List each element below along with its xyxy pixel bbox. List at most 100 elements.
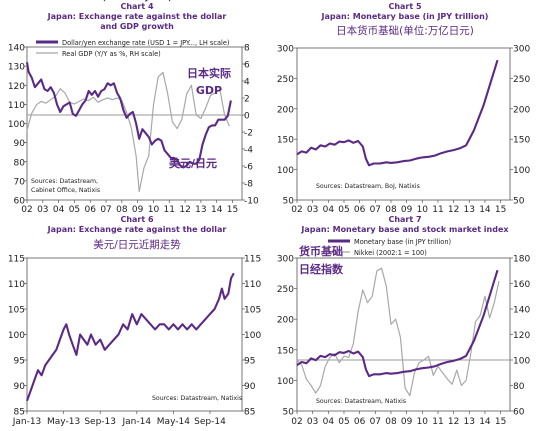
y-left-tick-label: 60: [14, 197, 26, 207]
y-left-tick-label: 150: [277, 346, 294, 356]
x-tick-label: May-14: [157, 417, 190, 427]
chart-title: Japan: Exchange rate against the dollar: [47, 12, 227, 21]
x-tick-label: 14: [211, 205, 223, 215]
x-tick-label: 13: [464, 205, 475, 215]
annotation-label: 货币基础: [298, 244, 343, 258]
x-tick-label: 15: [227, 205, 238, 215]
y-right-tick-label: 180: [513, 255, 530, 265]
y-right-tick-label: 50: [513, 197, 525, 207]
y-left-tick-label: 70: [14, 177, 26, 187]
x-tick-label: 02: [291, 417, 302, 427]
y-left-tick-label: 100: [8, 120, 25, 130]
source-note: Sources: Datastream, Natixis: [316, 398, 406, 405]
y-left-tick-label: 95: [14, 357, 25, 367]
y-right-tick-label: 150: [513, 136, 530, 146]
y-left-tick-label: 110: [8, 280, 25, 290]
x-tick-label: 11: [432, 205, 443, 215]
y-left-tick-label: 300: [277, 255, 294, 265]
x-tick-label: 10: [148, 205, 160, 215]
y-right-tick-label: 115: [244, 255, 261, 265]
source-note: Sources: Datastream, Natixis: [152, 395, 242, 402]
x-tick-label: 10: [417, 417, 429, 427]
x-tick-label: 06: [354, 205, 366, 215]
x-tick-label: 04: [53, 205, 65, 215]
y-right-tick-label: -8: [244, 180, 253, 190]
x-tick-label: 07: [100, 205, 111, 215]
x-tick-label: 08: [116, 205, 128, 215]
plot-frame: [296, 47, 511, 201]
y-left-tick-label: 105: [8, 306, 25, 316]
series-line-grey: [26, 71, 230, 193]
x-tick-label: Jan-13: [12, 417, 42, 427]
y-right-tick-label: 4: [244, 78, 250, 88]
y-left-tick-label: 250: [277, 75, 294, 85]
x-tick-label: 14: [479, 205, 491, 215]
x-tick-label: Sep-13: [84, 417, 116, 427]
x-tick-label: May-13: [47, 417, 80, 427]
y-right-tick-label: 105: [244, 306, 261, 316]
y-right-tick-label: 80: [513, 382, 525, 392]
x-tick-label: 02: [291, 205, 302, 215]
y-right-tick-label: 90: [244, 382, 256, 392]
y-left-tick-label: 90: [14, 139, 26, 149]
series-line-purple: [26, 272, 235, 402]
x-tick-label: 09: [132, 205, 144, 215]
x-tick-label: 03: [307, 417, 318, 427]
y-left-tick-label: 120: [8, 82, 25, 92]
x-tick-label: 09: [401, 417, 413, 427]
x-tick-label: 09: [401, 205, 413, 215]
annotation-label: 日经指数: [299, 262, 344, 276]
x-tick-label: 11: [432, 417, 443, 427]
y-right-tick-label: 2: [244, 95, 250, 105]
x-tick-label: 03: [37, 205, 48, 215]
x-tick-label: 13: [195, 205, 206, 215]
y-right-tick-label: 300: [513, 45, 530, 55]
y-left-tick-label: 200: [277, 316, 294, 326]
chart-title: (USD 1 = JPY...): [102, 0, 171, 2]
y-left-tick-label: 300: [277, 45, 294, 55]
y-left-tick-label: 80: [14, 158, 26, 168]
x-tick-label: 06: [354, 417, 366, 427]
y-right-tick-label: 100: [513, 357, 530, 367]
plot-frame: [296, 257, 511, 412]
y-right-tick-label: 60: [513, 408, 525, 418]
y-left-tick-label: 250: [277, 285, 294, 295]
x-tick-label: 10: [417, 205, 429, 215]
chart-number: Chart 4: [120, 2, 154, 11]
legend-label: Monetary base (in JPY trillion): [354, 238, 451, 246]
x-tick-label: Sep-14: [194, 417, 226, 427]
y-right-tick-label: 8: [244, 44, 250, 54]
y-left-tick-label: 200: [277, 105, 294, 115]
x-tick-label: 12: [179, 205, 190, 215]
y-right-tick-label: 6: [244, 61, 250, 71]
x-tick-label: 05: [338, 417, 349, 427]
y-right-tick-label: 100: [513, 166, 530, 176]
y-right-tick-label: 100: [244, 331, 261, 341]
x-tick-label: 04: [323, 205, 335, 215]
x-tick-label: 02: [21, 205, 32, 215]
x-tick-label: 03: [307, 205, 318, 215]
y-left-tick-label: 110: [8, 101, 25, 111]
chart-title: Japan: Monetary base (in JPY trillion): [321, 12, 489, 21]
annotation-label: 日本实际: [187, 66, 231, 80]
y-right-tick-label: 120: [513, 331, 530, 341]
chart-subtitle: 日本货币基础(单位:万亿日元): [336, 24, 474, 37]
x-tick-label: Jan-14: [121, 417, 151, 427]
x-tick-label: 15: [495, 417, 506, 427]
x-tick-label: 05: [338, 205, 349, 215]
annotation-label: GDP: [196, 84, 222, 97]
chart-number: Chart 6: [120, 215, 154, 224]
y-left-tick-label: 50: [283, 197, 295, 207]
chart-title: Japan: Exchange rate against the dollar: [47, 225, 227, 234]
x-tick-label: 07: [370, 417, 381, 427]
y-left-tick-label: 115: [8, 255, 25, 265]
y-left-tick-label: 85: [14, 408, 25, 418]
x-tick-label: 12: [448, 417, 459, 427]
x-tick-label: 04: [323, 417, 335, 427]
y-right-tick-label: 250: [513, 75, 530, 85]
y-left-tick-label: 130: [8, 63, 25, 73]
